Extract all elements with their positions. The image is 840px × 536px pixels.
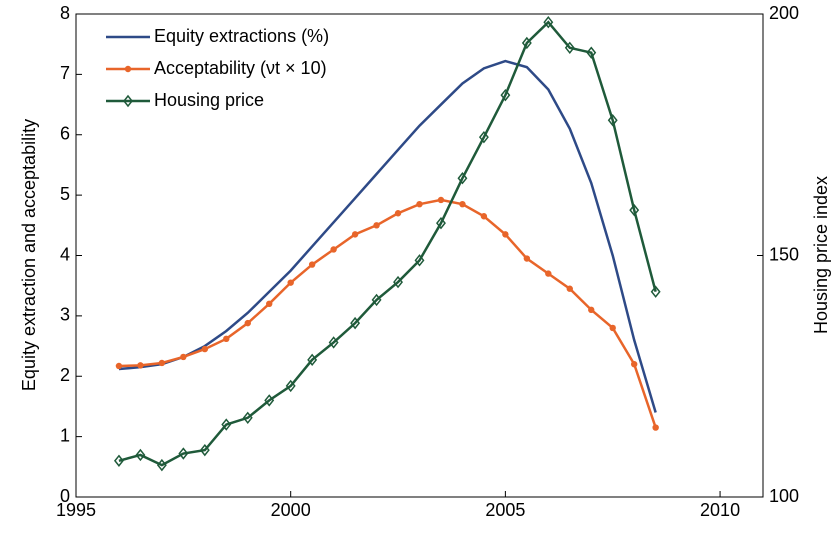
point: [350, 316, 361, 330]
x-tick-label: 2005: [485, 500, 525, 520]
point: [566, 285, 573, 292]
point: [156, 458, 167, 472]
point: [543, 16, 554, 29]
y-tick-label: 2: [60, 365, 70, 385]
point: [221, 418, 232, 431]
x-tick-label: 2000: [271, 500, 311, 520]
point: [414, 254, 425, 267]
point: [113, 454, 124, 467]
point: [158, 359, 166, 367]
y-tick-label: 3: [60, 305, 70, 325]
point: [285, 379, 296, 393]
point: [371, 293, 382, 307]
point: [609, 324, 616, 332]
series-line: [118, 20, 657, 467]
x-tick-label: 2010: [700, 500, 740, 520]
point: [242, 411, 253, 424]
point: [629, 203, 640, 217]
point: [199, 443, 210, 457]
y-tick-label: 1: [60, 425, 70, 445]
point: [521, 36, 532, 50]
point: [588, 306, 595, 314]
point: [436, 216, 446, 230]
point: [523, 255, 531, 262]
y-tick-label: 4: [60, 244, 70, 264]
y-tick-label: 5: [60, 184, 70, 204]
series-line: [118, 198, 657, 428]
point: [124, 65, 132, 73]
y-tick-label: 7: [60, 63, 70, 83]
point: [287, 279, 294, 286]
point: [330, 246, 337, 253]
x-tick-label: 1995: [56, 500, 96, 520]
point: [564, 41, 575, 55]
point: [630, 360, 638, 368]
point: [652, 424, 659, 431]
point: [586, 46, 597, 59]
legend-label: Acceptability (νt × 10): [154, 58, 327, 78]
y2-tick-label: 150: [769, 244, 799, 264]
point: [480, 213, 488, 220]
point: [223, 335, 230, 343]
point: [393, 275, 403, 289]
point: [264, 394, 275, 407]
y-tick-label: 6: [60, 124, 70, 144]
point: [545, 270, 552, 277]
point: [308, 261, 316, 268]
point: [351, 231, 359, 238]
legend-label: Housing price: [154, 90, 264, 110]
point: [394, 210, 402, 217]
y-tick-label: 0: [60, 486, 70, 506]
point: [135, 448, 146, 462]
y-tick-label: 8: [60, 3, 70, 23]
point: [416, 200, 423, 208]
y2-axis-label: Housing price index: [811, 176, 831, 334]
point: [201, 345, 209, 353]
point: [115, 362, 123, 370]
point: [478, 130, 489, 144]
point: [607, 114, 618, 127]
point: [137, 362, 144, 369]
point: [373, 222, 380, 229]
point: [123, 94, 133, 108]
point: [459, 200, 466, 208]
point: [650, 285, 661, 298]
point: [180, 353, 187, 361]
point: [307, 353, 318, 367]
series-line: [118, 59, 657, 413]
y-axis-label: Equity extraction and acceptability: [19, 119, 39, 391]
point: [502, 231, 509, 238]
legend-label: Equity extractions (%): [154, 26, 329, 46]
y2-tick-label: 200: [769, 3, 799, 23]
point: [244, 319, 251, 327]
point: [457, 172, 468, 185]
point: [178, 447, 189, 460]
point: [266, 300, 273, 307]
point: [328, 336, 339, 349]
point: [500, 88, 511, 102]
y2-tick-label: 100: [769, 486, 799, 506]
point: [437, 196, 445, 204]
